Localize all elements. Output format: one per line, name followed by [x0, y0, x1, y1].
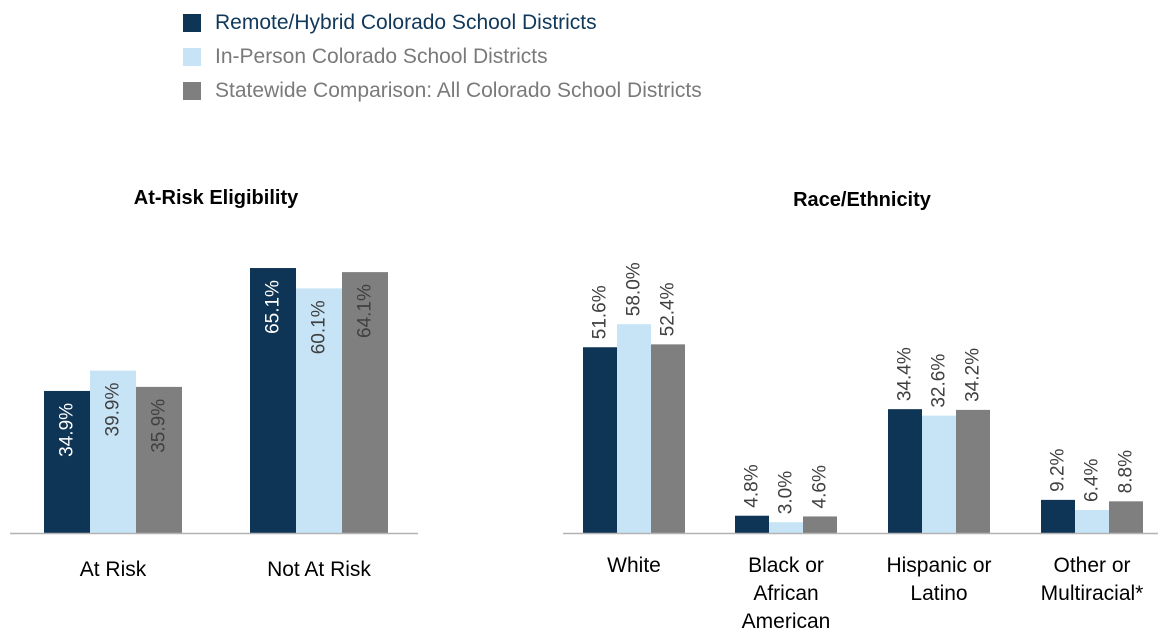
data-label: 35.9% — [149, 399, 170, 453]
data-label: 32.6% — [929, 354, 950, 408]
data-label: 6.4% — [1082, 459, 1103, 502]
bar — [1109, 501, 1143, 533]
bar — [651, 344, 685, 533]
category-label: Other or Multiracial* — [1041, 554, 1144, 605]
bar — [342, 272, 388, 533]
legend-swatch — [183, 48, 201, 66]
category-label-line: American — [742, 610, 831, 633]
data-label: 34.4% — [895, 347, 916, 401]
bar — [90, 370, 136, 533]
category-label: At Risk — [80, 558, 147, 581]
bar — [735, 515, 769, 533]
legend-swatch — [183, 82, 201, 100]
data-label: 34.2% — [963, 348, 984, 402]
chart-title: Race/Ethnicity — [793, 189, 932, 211]
data-label: 51.6% — [590, 285, 611, 339]
bar — [888, 409, 922, 533]
category-label-line: Latino — [910, 582, 967, 605]
category-label-line: At Risk — [80, 558, 147, 581]
category-label-line: Other or — [1053, 554, 1130, 577]
data-label: 3.0% — [776, 471, 797, 514]
bar — [250, 268, 296, 533]
data-label: 34.9% — [57, 403, 78, 457]
data-label: 60.1% — [309, 300, 330, 354]
category-label-line: Hispanic or — [886, 554, 991, 577]
bar — [583, 347, 617, 533]
category-label: Black or African American — [742, 554, 831, 633]
data-label: 9.2% — [1048, 448, 1069, 491]
category-label: Not At Risk — [267, 558, 371, 581]
category-label-line: Multiracial* — [1041, 582, 1144, 605]
data-label: 65.1% — [263, 280, 284, 334]
legend-label: In-Person Colorado School Districts — [215, 45, 548, 68]
legend-item: Remote/Hybrid Colorado School Districts — [183, 6, 702, 40]
legend: Remote/Hybrid Colorado School Districts I… — [183, 6, 702, 108]
bar — [803, 516, 837, 533]
bar — [1041, 499, 1075, 533]
category-label-line: Not At Risk — [267, 558, 371, 581]
legend-swatch — [183, 14, 201, 32]
bar — [617, 324, 651, 533]
legend-item: Statewide Comparison: All Colorado Schoo… — [183, 74, 702, 108]
data-label: 4.8% — [742, 464, 763, 507]
chart-1: At-Risk Eligibility 34.9% 39.9% 35.9% At Ris… — [10, 187, 418, 581]
bar — [136, 386, 182, 533]
category-label-line: Black or — [748, 554, 824, 577]
legend-label: Statewide Comparison: All Colorado Schoo… — [215, 79, 702, 102]
bar — [956, 409, 990, 533]
legend-item: In-Person Colorado School Districts — [183, 40, 702, 74]
chart-2: Race/Ethnicity 51.6% 58.0% 52.4% White 4.8% 3.… — [563, 189, 1158, 633]
data-label: 58.0% — [624, 262, 645, 316]
bar — [1075, 509, 1109, 533]
bar — [922, 415, 956, 533]
category-label: White — [607, 554, 661, 577]
data-label: 39.9% — [103, 383, 124, 437]
bar — [296, 288, 342, 533]
data-label: 8.8% — [1116, 450, 1137, 493]
chart-title: At-Risk Eligibility — [134, 187, 299, 209]
data-label: 64.1% — [355, 284, 376, 338]
legend-label: Remote/Hybrid Colorado School Districts — [215, 11, 597, 34]
category-label: Hispanic or Latino — [886, 554, 991, 605]
data-label: 52.4% — [658, 282, 679, 336]
bar — [769, 522, 803, 533]
category-label-line: White — [607, 554, 661, 577]
data-label: 4.6% — [810, 465, 831, 508]
category-label-line: African — [753, 582, 818, 605]
bar — [44, 390, 90, 533]
